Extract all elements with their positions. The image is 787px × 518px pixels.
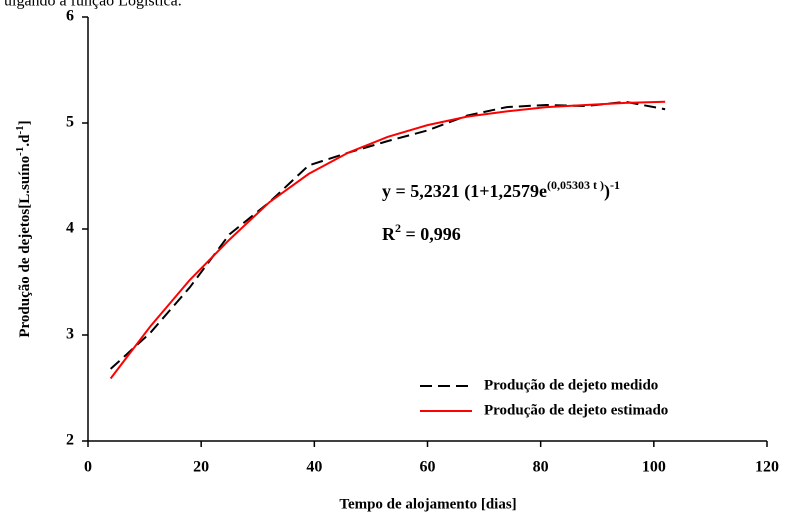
series-line <box>109 100 666 370</box>
y-label-part: .d <box>17 134 33 147</box>
equation-power: -1 <box>610 178 620 192</box>
x-tick-label: 100 <box>642 459 666 476</box>
x-tick-label: 40 <box>306 459 322 476</box>
y-axis-title: Produção de dejetos[L.suíno-1.d-1] <box>14 120 34 337</box>
x-tick-label: 60 <box>420 459 436 476</box>
r-squared: R2 = 0,996 <box>382 221 461 244</box>
y-tick-label: 3 <box>66 326 74 343</box>
r2-part: R <box>382 224 396 244</box>
y-tick-label: 6 <box>66 8 74 25</box>
y-tick-label: 2 <box>66 432 74 449</box>
x-axis-title: Tempo de alojamento [dias] <box>339 496 516 512</box>
y-tick-label: 5 <box>66 114 74 131</box>
caption: ulgando a função Logística. <box>4 0 182 10</box>
x-tick-label: 80 <box>533 459 549 476</box>
x-tick-label: 120 <box>755 459 779 476</box>
x-tick-label: 20 <box>193 459 209 476</box>
y-label-sup: -1 <box>14 125 26 134</box>
r2-sup: 2 <box>395 221 401 235</box>
x-tick-label: 0 <box>84 459 92 476</box>
equation: y = 5,2321 (1+1,2579e(0,05303 t ))-1 <box>382 178 620 202</box>
equation-part: ) <box>604 181 610 202</box>
equation-exponent: (0,05303 t ) <box>547 178 604 192</box>
y-label-sup: -1 <box>14 147 26 156</box>
legend-label: Produção de dejeto estimado <box>484 402 668 418</box>
series-line <box>109 100 666 380</box>
y-tick-label: 4 <box>66 220 74 237</box>
y-label-part: Produção de dejetos[L.suíno <box>17 156 33 338</box>
equation-part: y = 5,2321 (1+1,2579e <box>382 181 547 202</box>
legend-label: Produção de dejeto medido <box>484 377 658 393</box>
r2-part: = 0,996 <box>401 224 461 244</box>
y-label-part: ] <box>17 120 33 125</box>
